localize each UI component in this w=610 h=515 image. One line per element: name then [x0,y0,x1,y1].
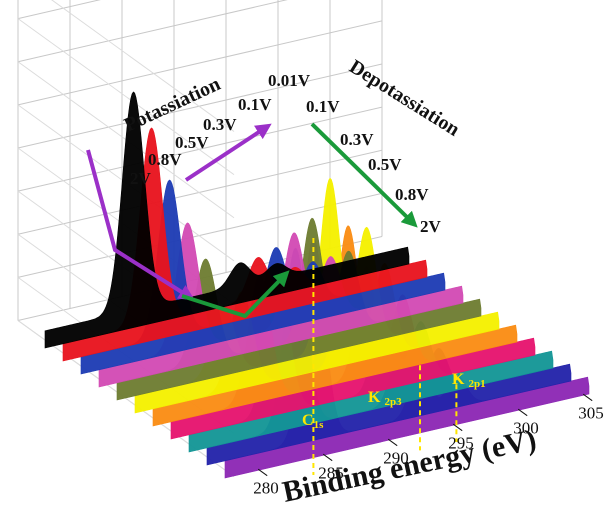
grid-h-line [17,63,383,149]
x-tick-label: 285 [318,464,344,483]
side-grid-line [51,0,235,132]
x-tick-label: 280 [253,479,279,498]
voltage-label-depot-4: 2V [420,217,442,236]
x-tick-mark [387,438,398,447]
voltage-label-depot-3: 0.8V [395,185,429,204]
grid-h-line [17,0,288,63]
side-grid-line [17,18,235,176]
x-tick-mark [257,468,268,477]
spectrum-2V-0 [44,91,410,349]
x-tick-mark [452,423,463,432]
spectra-layer [44,91,590,479]
grid-h-line [17,149,383,235]
voltage-label-turn: 0.01V [268,71,311,90]
grid-h-line [17,20,383,106]
potassiation-arrow-k [86,149,195,301]
voltage-label-depot-0: 0.1V [306,97,340,116]
voltage-label-pot-2: 0.5V [175,133,209,152]
x-tick-mark [322,453,333,462]
potassiation-arrow-c [184,123,272,182]
x-tick-mark [517,408,528,417]
annotation-layer [86,122,458,475]
x-tick-label: 295 [448,434,474,453]
x-axis-ticks: 280 285 290 295 300 305 [253,393,604,498]
x-tick-label: 290 [383,449,409,468]
grid-h-line [17,106,383,192]
side-grid-line [17,320,235,477]
x-tick-label: 305 [578,404,604,423]
voltage-label-pot-0: 2V [130,169,152,188]
grid-h-line [17,0,101,20]
x-tick-mark [582,393,593,402]
x-tick-label: 300 [513,419,539,438]
voltage-label-depot-2: 0.5V [368,155,402,174]
depotassiation-arrow-k [181,270,290,319]
depotassiation-label: Depotassiation [345,56,463,141]
voltage-label-pot-1: 0.8V [148,150,182,169]
voltage-label-pot-4: 0.1V [238,95,272,114]
voltage-label-depot-1: 0.3V [340,130,374,149]
voltage-label-pot-3: 0.3V [203,115,237,134]
grid-h-line [17,192,383,278]
depotassiation-arrow-c [310,122,418,228]
